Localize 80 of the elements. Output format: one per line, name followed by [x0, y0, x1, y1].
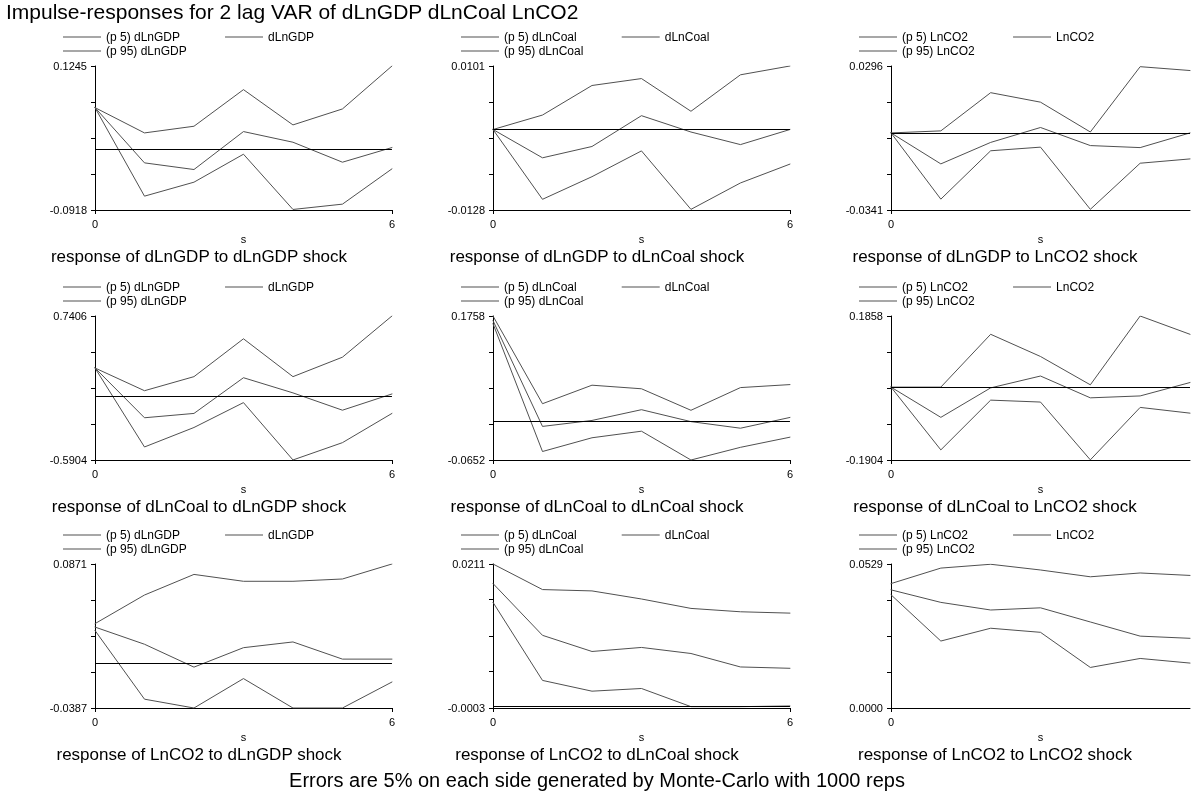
x-tick-label: 6 — [388, 715, 395, 728]
y-tick-label: 0.1858 — [849, 310, 883, 322]
legend-label: (p 5) dLnCoal — [504, 280, 577, 294]
x-tick-label: 6 — [786, 467, 793, 480]
text: Impulse-responses for 2 lag VAR of dLnGDP dLnCoal LnCO2 — [6, 0, 579, 24]
text: response of LnCO2 to dLnCoal shock — [455, 745, 740, 764]
x-tick-label: 0 — [91, 217, 99, 230]
legend-label: (p 5) LnCO2 — [902, 280, 969, 294]
legend-label: LnCO2 — [1056, 280, 1095, 294]
x-tick-label: 0 — [887, 715, 895, 728]
legend-label: (p 95) LnCO2 — [902, 294, 976, 308]
text: response of dLnCoal to dLnGDP shock — [51, 497, 347, 516]
x-tick-label: 0 — [489, 715, 497, 728]
x-axis-title: s — [638, 483, 645, 496]
x-axis-title: s — [638, 731, 645, 744]
text: Errors are 5% on each side generated by Monte-Carlo with 1000 reps — [288, 769, 906, 792]
legend-label: (p 95) LnCO2 — [902, 542, 976, 556]
legend-label: (p 95) LnCO2 — [902, 44, 976, 58]
y-tick-label: 0.0101 — [451, 60, 485, 72]
legend-label: (p 5) dLnGDP — [106, 30, 181, 44]
y-tick-label: -0.5904 — [49, 454, 87, 466]
x-tick-label: 0 — [489, 217, 497, 230]
y-tick-label: 0.0000 — [849, 702, 883, 714]
y-tick-label: 0.1758 — [451, 310, 485, 322]
text: response of LnCO2 to dLnGDP shock — [56, 745, 343, 764]
x-tick-label: 6 — [388, 467, 395, 480]
y-tick-label: 0.1245 — [53, 60, 87, 72]
x-tick-label: 6 — [786, 715, 793, 728]
x-axis-title: s — [240, 233, 247, 246]
y-tick-label: -0.0387 — [49, 702, 87, 714]
legend-label: (p 5) dLnGDP — [106, 280, 181, 294]
legend-label: (p 95) dLnGDP — [106, 294, 187, 308]
y-tick-label: 0.0296 — [849, 60, 883, 72]
legend-label: (p 95) dLnCoal — [504, 294, 584, 308]
legend-label: (p 95) dLnCoal — [504, 542, 584, 556]
legend-label: (p 5) dLnCoal — [504, 528, 577, 542]
legend-label: LnCO2 — [1056, 30, 1095, 44]
x-tick-label: 6 — [388, 217, 395, 230]
x-axis-title: s — [1037, 731, 1044, 744]
x-tick-label: 0 — [489, 467, 497, 480]
legend-label: dLnGDP — [268, 528, 315, 542]
legend-label: LnCO2 — [1056, 528, 1095, 542]
text: response of dLnCoal to dLnCoal shock — [450, 497, 744, 516]
y-tick-label: 0.0871 — [53, 558, 87, 570]
text: response of dLnGDP to dLnCoal shock — [449, 247, 745, 266]
legend-label: (p 95) dLnGDP — [106, 542, 187, 556]
x-axis-title: s — [240, 483, 247, 496]
text: response of LnCO2 to LnCO2 shock — [857, 745, 1133, 764]
x-tick-label: 0 — [887, 467, 895, 480]
x-tick-label: 0 — [91, 467, 99, 480]
legend-label: (p 5) LnCO2 — [902, 528, 969, 542]
text: response of dLnGDP to LnCO2 shock — [852, 247, 1139, 266]
y-tick-label: 0.0211 — [452, 558, 485, 570]
x-axis-title: s — [1037, 233, 1044, 246]
legend-label: (p 5) dLnCoal — [504, 30, 577, 44]
legend-label: (p 95) dLnGDP — [106, 44, 187, 58]
legend-label: (p 95) dLnCoal — [504, 44, 584, 58]
y-tick-label: -0.0003 — [447, 702, 485, 714]
x-tick-label: 0 — [91, 715, 99, 728]
x-axis-title: s — [1037, 483, 1044, 496]
y-tick-label: -0.0918 — [49, 204, 87, 216]
legend-label: (p 5) LnCO2 — [902, 30, 969, 44]
y-tick-label: -0.1904 — [845, 454, 883, 466]
y-tick-label: -0.0341 — [845, 204, 883, 216]
legend-label: dLnGDP — [268, 30, 315, 44]
x-axis-title: s — [638, 233, 645, 246]
legend-label: dLnCoal — [664, 528, 710, 542]
x-axis-title: s — [240, 731, 247, 744]
legend-label: dLnCoal — [664, 280, 710, 294]
y-tick-label: -0.0652 — [447, 454, 485, 466]
y-tick-label: -0.0128 — [447, 204, 485, 216]
legend-label: dLnCoal — [664, 30, 710, 44]
y-tick-label: 0.7406 — [53, 310, 87, 322]
text: response of dLnCoal to LnCO2 shock — [853, 497, 1138, 516]
x-tick-label: 6 — [786, 217, 793, 230]
x-tick-label: 0 — [887, 217, 895, 230]
y-tick-label: 0.0529 — [849, 558, 883, 570]
legend-label: dLnGDP — [268, 280, 315, 294]
text: response of dLnGDP to dLnGDP shock — [50, 247, 348, 266]
legend-label: (p 5) dLnGDP — [106, 528, 181, 542]
